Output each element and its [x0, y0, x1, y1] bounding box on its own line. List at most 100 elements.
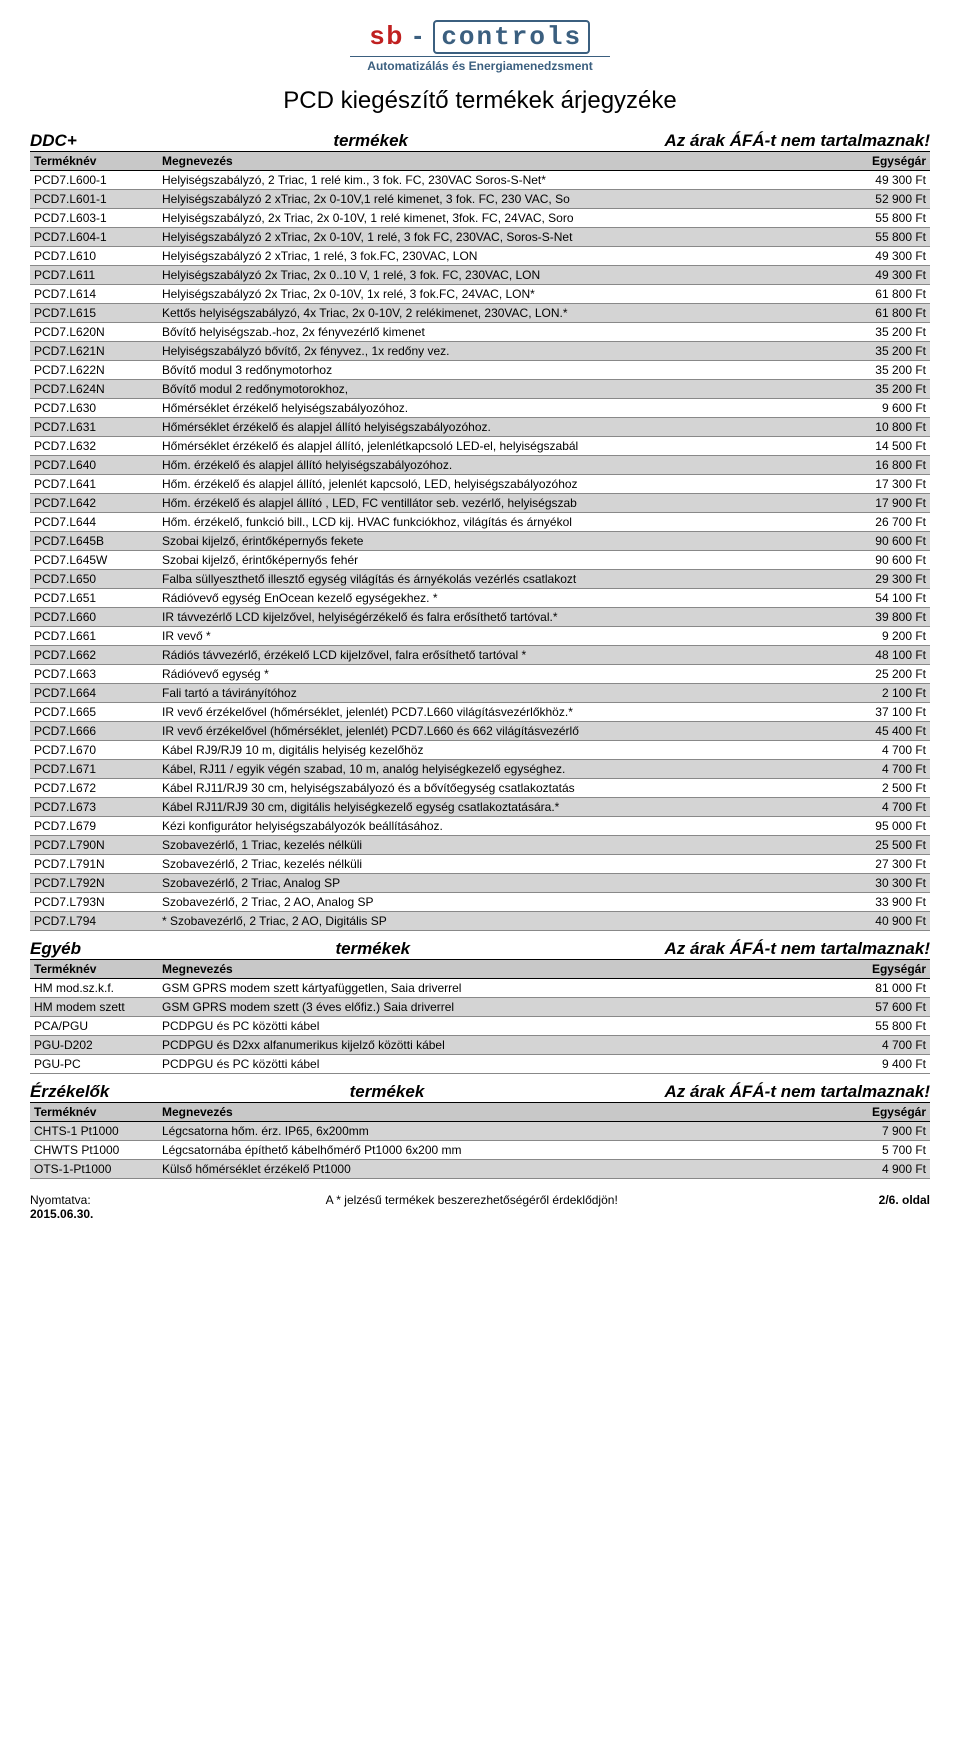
cell-price: 49 300 Ft: [832, 266, 930, 285]
cell-desc: Szobavezérlő, 2 Triac, 2 AO, Analog SP: [158, 893, 832, 912]
cell-desc: Kettős helyiségszabályzó, 4x Triac, 2x 0…: [158, 304, 832, 323]
cell-desc: PCDPGU és PC közötti kábel: [158, 1055, 832, 1074]
section-header: DDC+termékekAz árak ÁFÁ-t nem tartalmazn…: [30, 131, 930, 151]
col-header-name: Terméknév: [30, 960, 158, 979]
table-row: PCD7.L661IR vevő *9 200 Ft: [30, 627, 930, 646]
cell-price: 9 200 Ft: [832, 627, 930, 646]
cell-name: PCD7.L631: [30, 418, 158, 437]
table-row: PCD7.L665IR vevő érzékelővel (hőmérsékle…: [30, 703, 930, 722]
cell-desc: Rádióvevő egység *: [158, 665, 832, 684]
cell-price: 57 600 Ft: [832, 998, 930, 1017]
table-row: PCD7.L624NBővítő modul 2 redőnymotorokho…: [30, 380, 930, 399]
cell-desc: IR vevő érzékelővel (hőmérséklet, jelenl…: [158, 722, 832, 741]
table-row: PCD7.L671Kábel, RJ11 / egyik végén szaba…: [30, 760, 930, 779]
cell-name: PCD7.L614: [30, 285, 158, 304]
cell-desc: Bővítő helyiségszab.-hoz, 2x fényvezérlő…: [158, 323, 832, 342]
cell-name: HM modem szett: [30, 998, 158, 1017]
cell-name: PCD7.L790N: [30, 836, 158, 855]
cell-price: 9 600 Ft: [832, 399, 930, 418]
cell-price: 4 700 Ft: [832, 741, 930, 760]
cell-name: PCD7.L620N: [30, 323, 158, 342]
section-left: Egyéb: [30, 939, 81, 959]
cell-price: 27 300 Ft: [832, 855, 930, 874]
table-header-row: TerméknévMegnevezésEgységár: [30, 960, 930, 979]
cell-name: PCD7.L641: [30, 475, 158, 494]
table-row: PCD7.L642Hőm. érzékelő és alapjel állító…: [30, 494, 930, 513]
cell-desc: Kábel RJ9/RJ9 10 m, digitális helyiség k…: [158, 741, 832, 760]
cell-name: PCD7.L622N: [30, 361, 158, 380]
cell-name: PCD7.L640: [30, 456, 158, 475]
cell-name: PCD7.L630: [30, 399, 158, 418]
logo-sb: sb: [370, 20, 404, 50]
cell-name: CHWTS Pt1000: [30, 1141, 158, 1160]
cell-name: PCD7.L603-1: [30, 209, 158, 228]
cell-name: PCD7.L660: [30, 608, 158, 627]
cell-desc: Szobavezérlő, 2 Triac, Analog SP: [158, 874, 832, 893]
col-header-name: Terméknév: [30, 1103, 158, 1122]
col-header-price: Egységár: [832, 152, 930, 171]
cell-name: PCD7.L791N: [30, 855, 158, 874]
cell-name: PCD7.L650: [30, 570, 158, 589]
cell-desc: Hőmérséklet érzékelő és alapjel állító, …: [158, 437, 832, 456]
cell-desc: Szobai kijelző, érintőképernyős fekete: [158, 532, 832, 551]
cell-name: PCD7.L670: [30, 741, 158, 760]
table-row: PCD7.L601-1Helyiségszabályzó 2 xTriac, 2…: [30, 190, 930, 209]
cell-name: PCD7.L793N: [30, 893, 158, 912]
cell-desc: Szobai kijelző, érintőképernyős fehér: [158, 551, 832, 570]
section-right: Az árak ÁFÁ-t nem tartalmaznak!: [665, 1082, 930, 1102]
table-row: PCD7.L660IR távvezérlő LCD kijelzővel, h…: [30, 608, 930, 627]
cell-name: PCD7.L664: [30, 684, 158, 703]
table-row: PCD7.L651Rádióvevő egység EnOcean kezelő…: [30, 589, 930, 608]
cell-desc: Helyiségszabályzó 2 xTriac, 2x 0-10V,1 r…: [158, 190, 832, 209]
table-row: PCD7.L666IR vevő érzékelővel (hőmérsékle…: [30, 722, 930, 741]
col-header-price: Egységár: [832, 1103, 930, 1122]
cell-desc: Helyiségszabályzó 2x Triac, 2x 0..10 V, …: [158, 266, 832, 285]
cell-price: 10 800 Ft: [832, 418, 930, 437]
cell-price: 30 300 Ft: [832, 874, 930, 893]
cell-name: PCD7.L604-1: [30, 228, 158, 247]
table-row: PCD7.L644Hőm. érzékelő, funkció bill., L…: [30, 513, 930, 532]
table-row: PCD7.L679Kézi konfigurátor helyiségszabá…: [30, 817, 930, 836]
cell-price: 49 300 Ft: [832, 171, 930, 190]
cell-price: 54 100 Ft: [832, 589, 930, 608]
cell-price: 2 500 Ft: [832, 779, 930, 798]
table-row: PCD7.L641Hőm. érzékelő és alapjel állító…: [30, 475, 930, 494]
table-row: PCD7.L603-1Helyiségszabályzó, 2x Triac, …: [30, 209, 930, 228]
table-row: PCD7.L664Fali tartó a távirányítóhoz2 10…: [30, 684, 930, 703]
cell-price: 95 000 Ft: [832, 817, 930, 836]
cell-name: PCD7.L662: [30, 646, 158, 665]
cell-name: PCD7.L644: [30, 513, 158, 532]
logo-dash: -: [404, 20, 433, 50]
table-row: PCD7.L663Rádióvevő egység *25 200 Ft: [30, 665, 930, 684]
footer-printed-label: Nyomtatva:: [30, 1193, 91, 1207]
table-row: PCD7.L614Helyiségszabályzó 2x Triac, 2x …: [30, 285, 930, 304]
table-row: PCD7.L790NSzobavezérlő, 1 Triac, kezelés…: [30, 836, 930, 855]
cell-desc: Kábel, RJ11 / egyik végén szabad, 10 m, …: [158, 760, 832, 779]
cell-price: 16 800 Ft: [832, 456, 930, 475]
cell-name: PCD7.L792N: [30, 874, 158, 893]
table-row: PCD7.L672Kábel RJ11/RJ9 30 cm, helyiségs…: [30, 779, 930, 798]
cell-name: PCD7.L600-1: [30, 171, 158, 190]
footer-date: 2015.06.30.: [30, 1207, 93, 1221]
table-row: PCD7.L645WSzobai kijelző, érintőképernyő…: [30, 551, 930, 570]
cell-desc: Fali tartó a távirányítóhoz: [158, 684, 832, 703]
table-row: HM modem szettGSM GPRS modem szett (3 év…: [30, 998, 930, 1017]
cell-desc: GSM GPRS modem szett kártyafüggetlen, Sa…: [158, 979, 832, 998]
cell-price: 90 600 Ft: [832, 532, 930, 551]
cell-price: 4 700 Ft: [832, 760, 930, 779]
price-table: TerméknévMegnevezésEgységárCHTS-1 Pt1000…: [30, 1102, 930, 1179]
cell-name: PCD7.L663: [30, 665, 158, 684]
col-header-desc: Megnevezés: [158, 1103, 832, 1122]
table-row: PCD7.L620NBővítő helyiségszab.-hoz, 2x f…: [30, 323, 930, 342]
section-left: Érzékelők: [30, 1082, 109, 1102]
section-header: ÉrzékelőktermékekAz árak ÁFÁ-t nem tarta…: [30, 1082, 930, 1102]
cell-name: PCD7.L794: [30, 912, 158, 931]
cell-price: 4 700 Ft: [832, 798, 930, 817]
cell-name: PCD7.L645B: [30, 532, 158, 551]
cell-desc: Hőm. érzékelő és alapjel állító , LED, F…: [158, 494, 832, 513]
cell-name: PCD7.L624N: [30, 380, 158, 399]
table-row: PCD7.L645BSzobai kijelző, érintőképernyő…: [30, 532, 930, 551]
cell-name: PCD7.L665: [30, 703, 158, 722]
table-row: PCD7.L604-1Helyiségszabályzó 2 xTriac, 2…: [30, 228, 930, 247]
cell-price: 61 800 Ft: [832, 304, 930, 323]
